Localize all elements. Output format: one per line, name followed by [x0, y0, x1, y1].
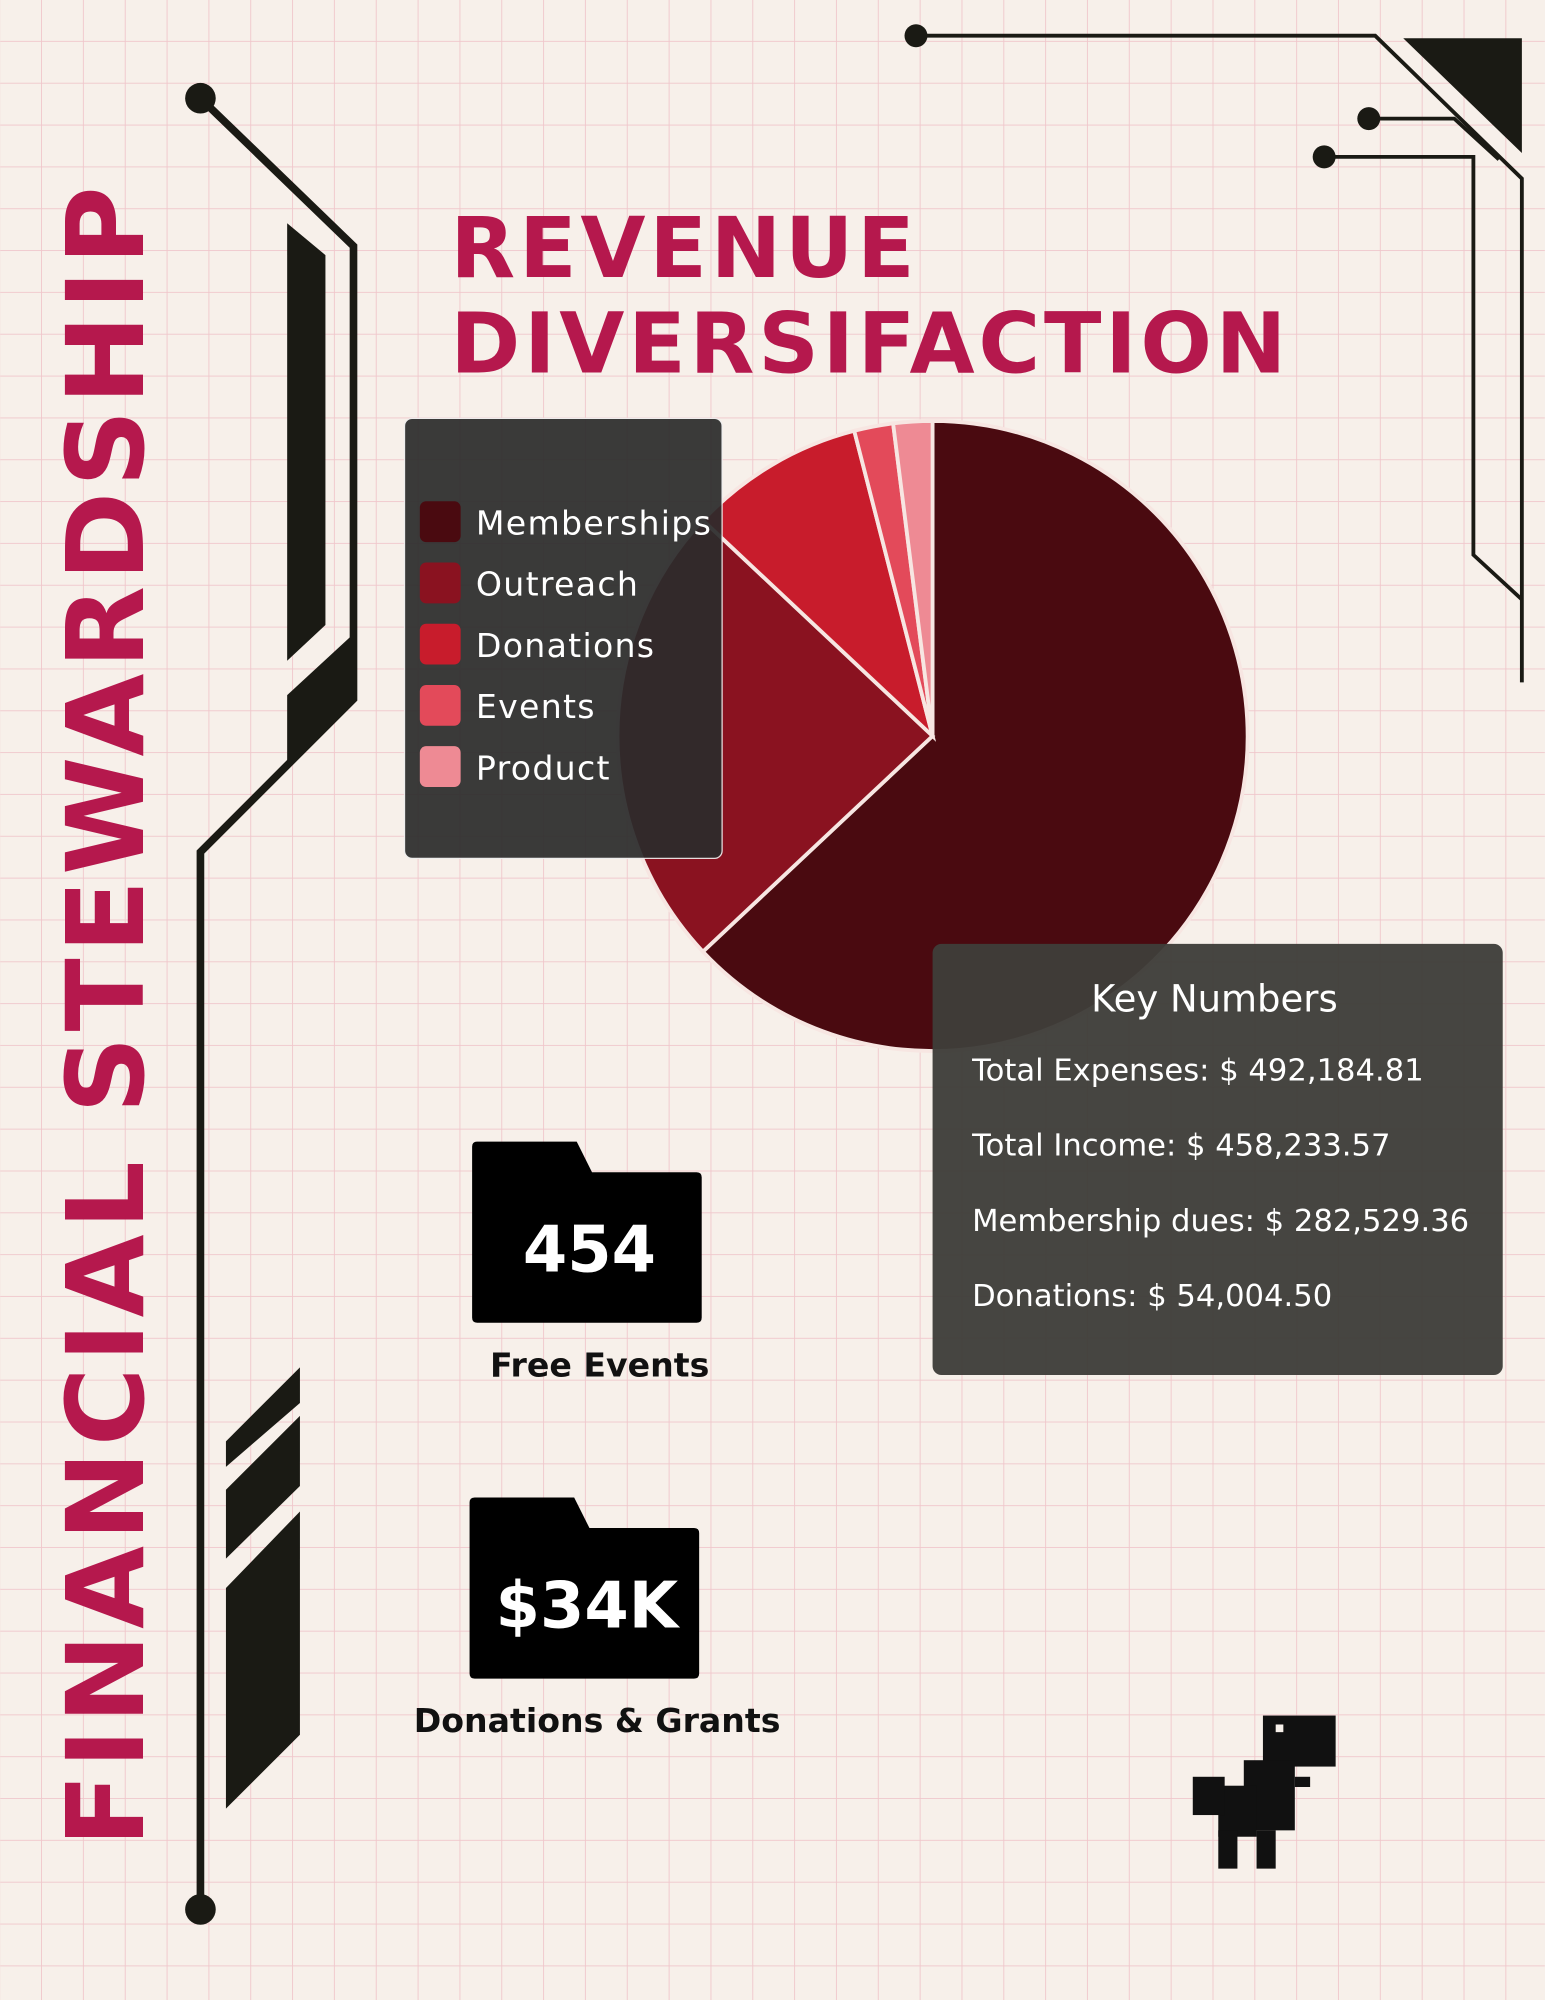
folder-icon — [472, 1141, 702, 1323]
stat-label: Free Events — [490, 1345, 709, 1384]
side-title: FINANCIAL STEWARDSHIP — [45, 181, 169, 1847]
key-numbers-title: Key Numbers — [1091, 977, 1338, 1020]
key-numbers-box — [932, 943, 1503, 1375]
pie-slice — [700, 419, 1250, 1053]
legend-box — [403, 417, 723, 860]
legend-swatch — [419, 623, 461, 665]
chart-title: REVENUE — [450, 199, 918, 297]
dino — [1192, 1715, 1336, 1869]
key-number: Membership dues: $ 282,529.36 — [972, 1204, 1469, 1239]
legend-label: Events — [476, 687, 596, 726]
stats: 454 Free Events $34K Donations & Grants — [414, 1141, 781, 1740]
key-number: Total Income: $ 458,233.57 — [971, 1129, 1390, 1164]
top-right-decor — [904, 24, 1522, 169]
pie-slice — [890, 419, 935, 737]
legend-swatch — [419, 501, 461, 543]
stat-label: Donations & Grants — [414, 1701, 781, 1740]
legend: Memberships Outreach Donations Events Produc… — [419, 501, 712, 787]
key-number: Total Expenses: $ 492,184.81 — [971, 1053, 1424, 1088]
top-right-circuit — [915, 33, 1524, 683]
legend-swatch — [419, 562, 461, 604]
legend-label: Donations — [476, 626, 655, 665]
legend-label: Memberships — [476, 503, 712, 542]
legend-swatch — [419, 684, 461, 726]
chart-title: DIVERSIFACTION — [450, 294, 1290, 392]
stat-value: $34K — [496, 1570, 681, 1644]
stat-value: 454 — [523, 1214, 656, 1288]
left-decor — [185, 82, 354, 1925]
key-number: Donations: $ 54,004.50 — [972, 1279, 1332, 1314]
folder-icon — [469, 1497, 700, 1679]
key-numbers: Total Expenses: $ 492,184.81 Total Income… — [971, 1053, 1469, 1314]
legend-label: Product — [476, 748, 611, 787]
legend-label: Outreach — [476, 565, 639, 604]
legend-swatch — [419, 746, 461, 787]
